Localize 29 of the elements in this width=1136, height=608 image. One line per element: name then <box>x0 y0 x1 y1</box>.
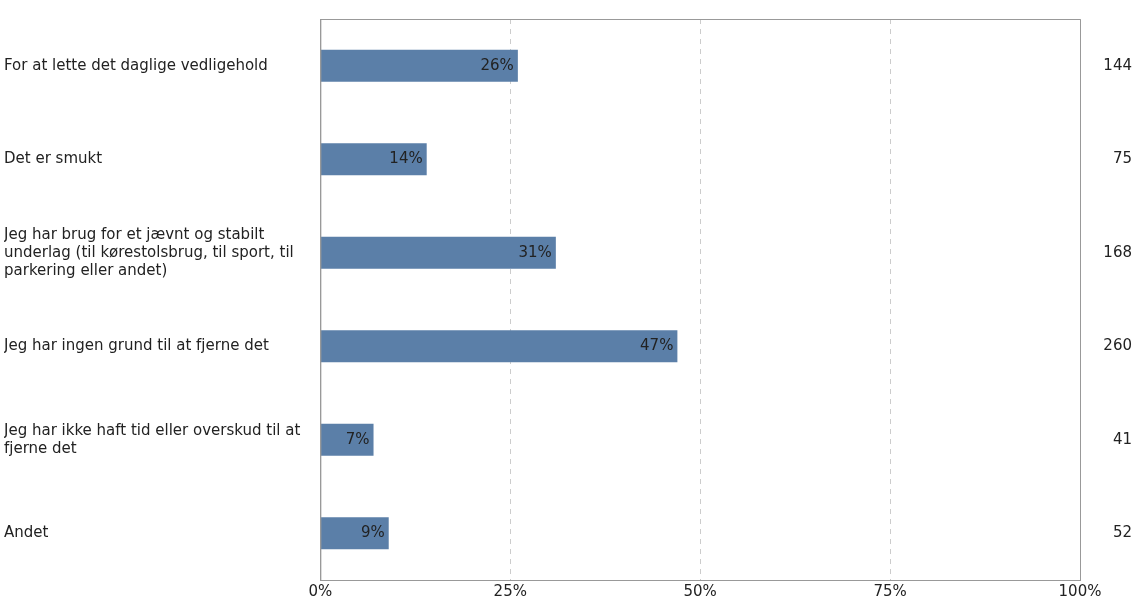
y-tick-label: Andet <box>4 523 49 542</box>
data-label: 7% <box>345 429 370 448</box>
bar <box>320 517 389 550</box>
data-label: 31% <box>518 242 552 261</box>
y-tick-label: Jeg har brug for et jævnt og stabilt underlag (til kørestolsbrug, til sport, til parkering eller andet) <box>3 224 294 279</box>
text: 260 <box>1103 336 1132 355</box>
x-tick-label: 25% <box>493 581 527 600</box>
bar <box>320 330 678 363</box>
y-tick-label: Jeg har ikke haft tid eller overskud til at fjerne det <box>3 420 301 457</box>
y-tick-label: For at lette det daglige vedligehold <box>4 55 268 74</box>
y-tick-label: Det er smukt <box>4 149 103 168</box>
bar <box>320 143 427 176</box>
x-tick-label: 100% <box>1058 581 1102 600</box>
data-label: 26% <box>480 55 514 74</box>
data-label: 9% <box>360 523 385 542</box>
bar <box>320 49 518 82</box>
x-tick-label: 50% <box>683 581 717 600</box>
bar <box>320 423 374 456</box>
x-tick-label: 75% <box>873 581 907 600</box>
text: 52 <box>1112 523 1132 542</box>
data-label: 14% <box>389 149 423 168</box>
bar <box>320 236 556 269</box>
text: 168 <box>1103 242 1132 261</box>
data-label: 47% <box>640 336 674 355</box>
text: 41 <box>1112 429 1132 448</box>
text: 144 <box>1103 55 1132 74</box>
y-tick-label: Jeg har ingen grund til at fjerne det <box>3 336 269 355</box>
text: 75 <box>1112 149 1132 168</box>
x-tick-label: 0% <box>308 581 333 600</box>
